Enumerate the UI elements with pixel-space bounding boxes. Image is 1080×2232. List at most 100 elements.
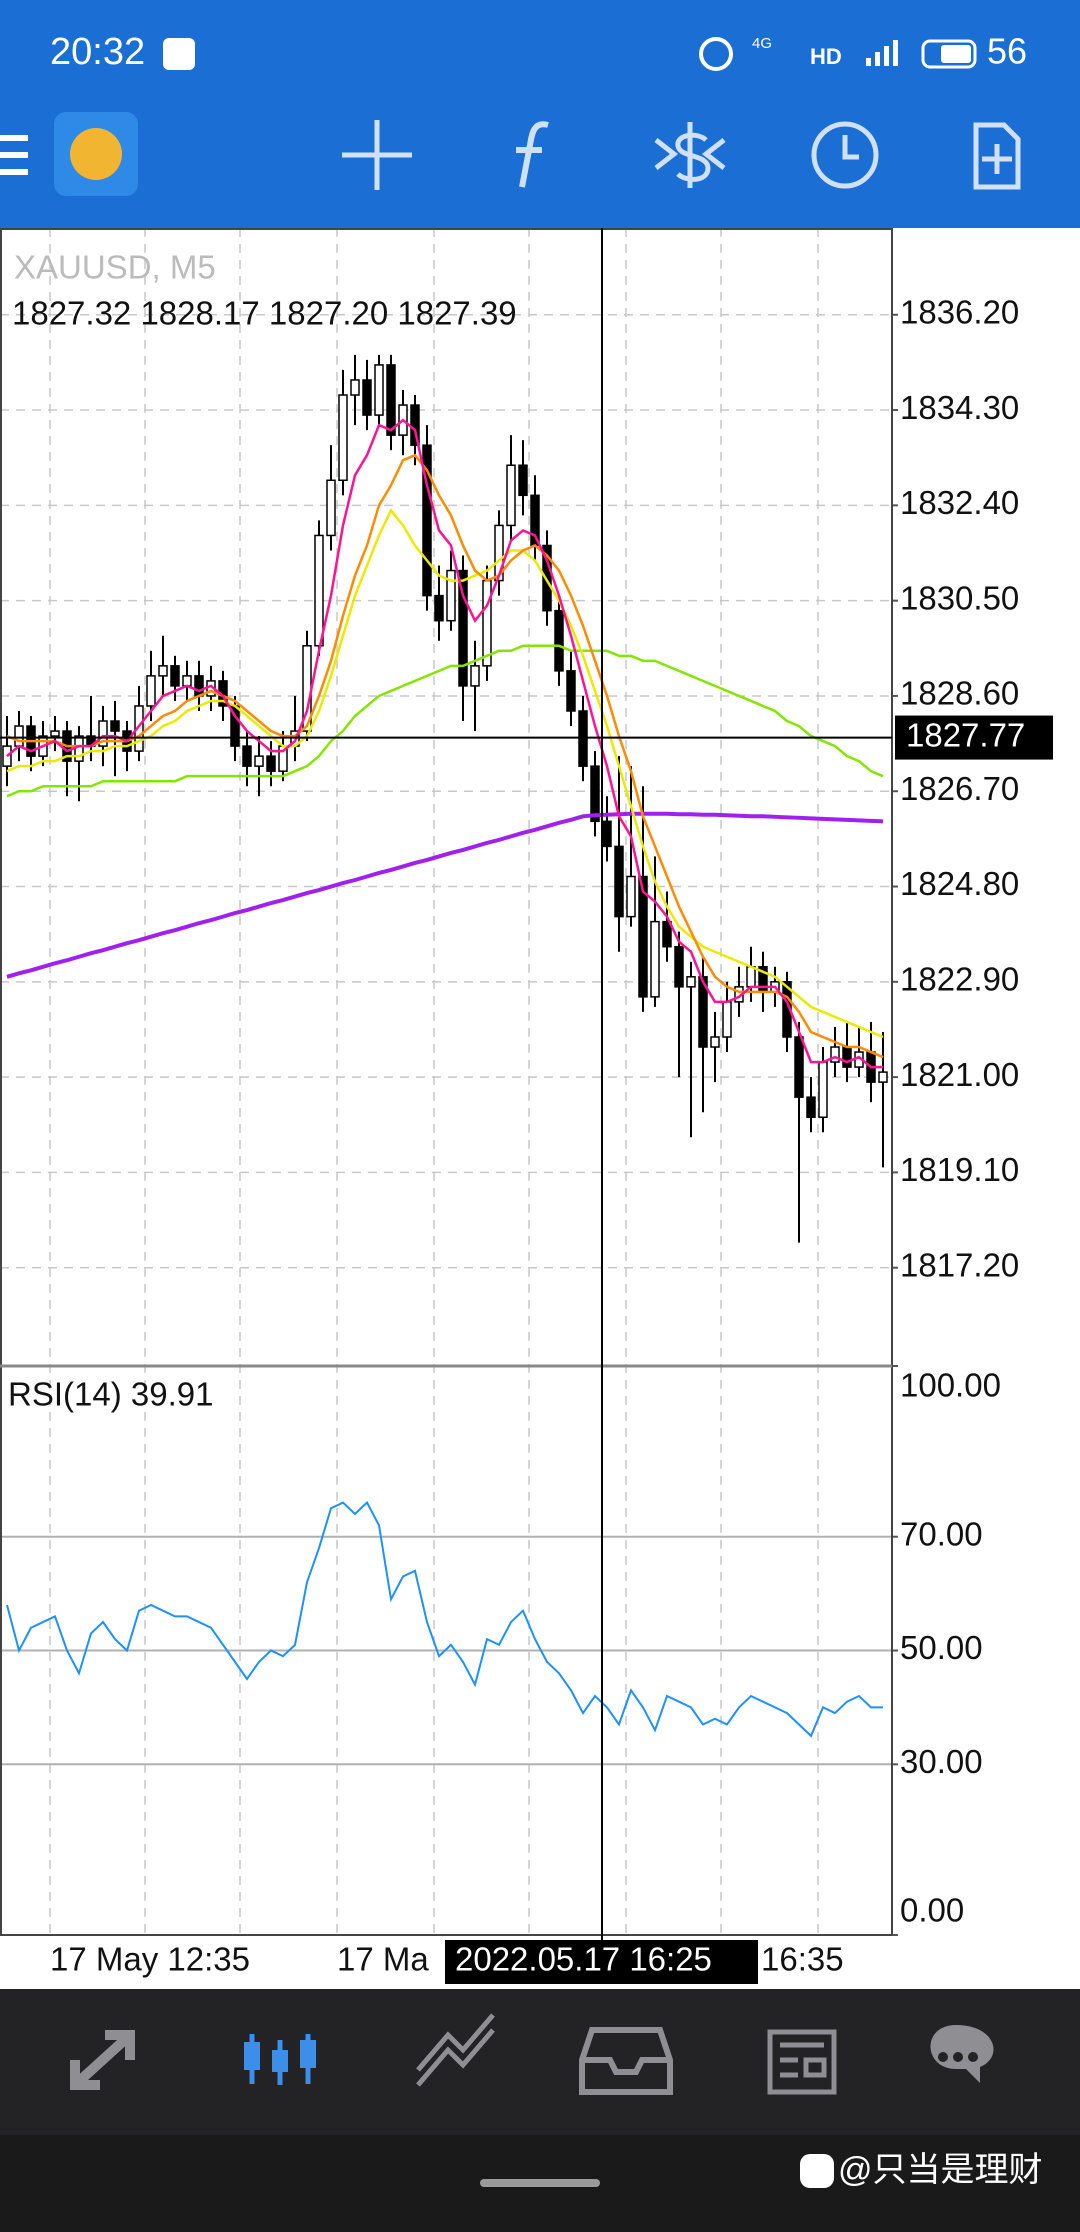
menu-button[interactable] xyxy=(0,135,28,175)
y-tick-label: 1832.40 xyxy=(900,484,1019,521)
nav-news[interactable] xyxy=(767,2029,837,2095)
candle-body xyxy=(578,710,588,767)
symbol-title: XAUUSD, M5 xyxy=(14,249,216,286)
timeframe-button[interactable] xyxy=(811,121,879,189)
crosshair-price-box xyxy=(895,715,1053,760)
candle-body xyxy=(506,464,516,527)
candle-body xyxy=(110,720,120,732)
y-tick-label: 70.00 xyxy=(900,1515,983,1552)
y-tick-label: 1830.50 xyxy=(900,579,1019,616)
nav-chat-dot xyxy=(938,2052,948,2062)
candle-body xyxy=(542,544,552,612)
y-tick-label: 1822.90 xyxy=(900,961,1019,998)
ohlc-values: 1827.32 1828.17 1827.20 1827.39 xyxy=(12,295,517,332)
battery-percent: 56 xyxy=(987,31,1027,72)
watermark-logo xyxy=(800,2154,834,2188)
plot-area: 1836.20 1834.30 1832.40 1830.50 1828.60 1826.… xyxy=(0,228,1053,1984)
candle-body xyxy=(338,394,348,482)
moving-average xyxy=(6,508,884,1039)
candle-body xyxy=(314,534,324,647)
alarm-icon xyxy=(699,37,733,71)
gesture-bar[interactable] xyxy=(480,2179,600,2187)
candle-body xyxy=(638,875,648,998)
candle-body xyxy=(686,976,696,988)
candle-body xyxy=(482,579,492,667)
indicators-button[interactable] xyxy=(516,121,549,188)
new-order-button[interactable] xyxy=(973,122,1021,190)
candle-body xyxy=(494,524,504,582)
moving-average xyxy=(6,644,884,798)
network-type: 4G xyxy=(752,35,772,52)
candle-body xyxy=(374,364,384,416)
crosshair-time: 2022.05.17 16:25 xyxy=(455,1941,712,1978)
nav-quotes[interactable] xyxy=(70,2030,135,2090)
candle-body xyxy=(170,665,180,687)
candle-body xyxy=(710,1036,720,1048)
bottom-nav xyxy=(0,1989,1080,2135)
trade-button[interactable] xyxy=(654,122,726,188)
candle-body xyxy=(14,725,24,747)
watermark: @只当是理财 xyxy=(838,2151,1043,2189)
indicator-title: RSI(14) 39.91 xyxy=(8,1376,213,1413)
candle-body xyxy=(362,379,372,416)
candle-body xyxy=(818,1061,828,1118)
candle-body xyxy=(722,1001,732,1038)
crosshair-button[interactable] xyxy=(342,120,412,190)
candle-body xyxy=(182,675,192,687)
y-tick-label: 1821.00 xyxy=(900,1056,1019,1093)
candle-body xyxy=(410,404,420,446)
candle-body xyxy=(650,920,660,998)
candle-body xyxy=(446,569,456,622)
x-tick-label: 16:35 xyxy=(761,1941,844,1978)
x-tick-label: 17 Ma xyxy=(337,1941,429,1978)
crosshair-time-box xyxy=(445,1940,758,1984)
candle-body xyxy=(626,875,636,918)
y-tick-label: 1824.80 xyxy=(900,865,1019,902)
timeframe-hand xyxy=(842,135,859,160)
candle-body xyxy=(662,920,672,948)
candle-body xyxy=(614,845,624,918)
y-tick-label: 1826.70 xyxy=(900,770,1019,807)
candle-body xyxy=(674,945,684,988)
y-tick-label: 1834.30 xyxy=(900,389,1019,426)
y-tick-label: 30.00 xyxy=(900,1743,983,1780)
candle-body xyxy=(266,755,276,772)
y-tick-label: 1819.10 xyxy=(900,1151,1019,1188)
candle-body xyxy=(134,705,144,752)
nav-trade[interactable] xyxy=(416,2013,495,2087)
candle-body xyxy=(470,665,480,687)
candle-body xyxy=(434,594,444,622)
battery-icon xyxy=(921,39,977,69)
candle-body xyxy=(554,609,564,672)
candle-body xyxy=(518,464,528,497)
moving-average xyxy=(6,453,884,1059)
candle-body xyxy=(146,675,156,707)
x-tick-label: 17 May 12:35 xyxy=(50,1941,250,1978)
candle-body xyxy=(566,670,576,712)
candle-body xyxy=(458,569,468,687)
app-header xyxy=(0,0,1080,228)
hd-indicator: HD xyxy=(810,44,842,69)
moving-average xyxy=(6,811,884,979)
battery-level xyxy=(941,45,971,63)
candle-body xyxy=(254,755,264,767)
candle-body xyxy=(830,1046,840,1063)
candle-body xyxy=(794,1036,804,1098)
y-tick-label: 1817.20 xyxy=(900,1246,1019,1283)
crosshair-price: 1827.77 xyxy=(906,716,1025,753)
moving-average xyxy=(6,418,883,1069)
candle-body xyxy=(602,820,612,848)
nav-chart[interactable] xyxy=(244,2040,316,2072)
candle-body xyxy=(98,720,108,747)
candle-body xyxy=(842,1046,852,1068)
candle-body xyxy=(698,976,708,1048)
y-tick-label: 1828.60 xyxy=(900,675,1019,712)
nav-history[interactable] xyxy=(579,2027,673,2095)
candle-body xyxy=(746,966,756,988)
rsi-line xyxy=(6,1500,883,1738)
candle-body xyxy=(386,364,396,436)
y-tick-label: 0.00 xyxy=(900,1892,964,1929)
clock: 20:32 xyxy=(50,31,145,73)
